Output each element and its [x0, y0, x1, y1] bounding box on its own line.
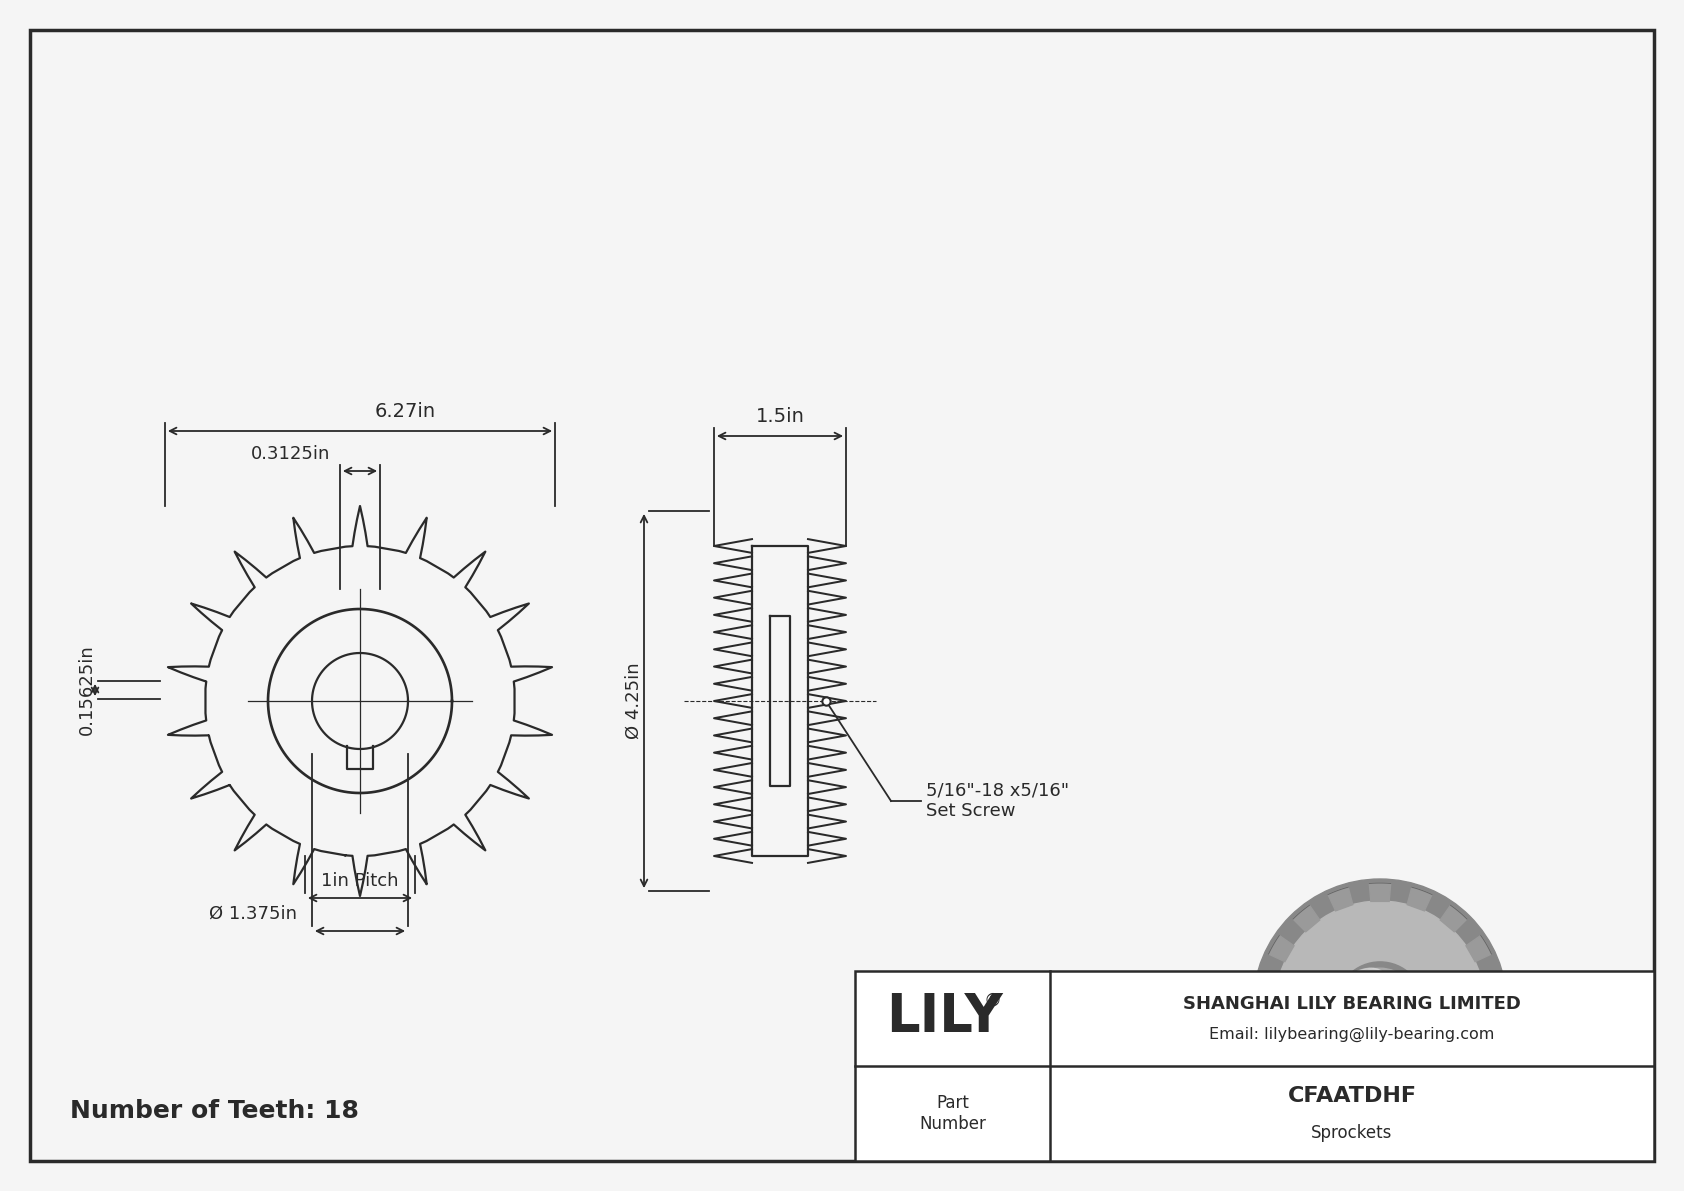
Polygon shape — [1329, 887, 1352, 911]
Circle shape — [1275, 902, 1485, 1111]
Text: Number of Teeth: 18: Number of Teeth: 18 — [71, 1099, 359, 1123]
Polygon shape — [1293, 905, 1320, 931]
Polygon shape — [1369, 1110, 1391, 1129]
Polygon shape — [1293, 1080, 1320, 1106]
Circle shape — [1335, 962, 1425, 1050]
Text: SHANGHAI LILY BEARING LIMITED: SHANGHAI LILY BEARING LIMITED — [1184, 996, 1521, 1014]
Text: 1.5in: 1.5in — [756, 407, 805, 426]
Text: ®: ® — [983, 992, 1002, 1010]
Ellipse shape — [1337, 968, 1386, 1006]
Polygon shape — [1440, 1080, 1467, 1106]
Polygon shape — [1329, 1102, 1352, 1124]
Bar — [855, 971, 1654, 1161]
Text: Ø 1.375in: Ø 1.375in — [209, 905, 296, 923]
Text: 0.15625in: 0.15625in — [77, 644, 96, 735]
Polygon shape — [1482, 974, 1502, 997]
Text: 5/16"-18 x5/16"
Set Screw: 5/16"-18 x5/16" Set Screw — [926, 781, 1069, 821]
Polygon shape — [1268, 1050, 1293, 1077]
Polygon shape — [1408, 887, 1431, 911]
Text: Part
Number: Part Number — [919, 1095, 985, 1133]
Circle shape — [1342, 968, 1418, 1043]
Text: Sprockets: Sprockets — [1312, 1123, 1393, 1141]
Text: CFAATDHF: CFAATDHF — [1288, 1086, 1416, 1106]
Polygon shape — [1467, 935, 1492, 961]
Polygon shape — [1482, 1015, 1502, 1037]
Polygon shape — [1258, 1015, 1278, 1037]
Text: 1in Pitch: 1in Pitch — [322, 872, 399, 890]
Circle shape — [1364, 990, 1396, 1023]
Polygon shape — [1268, 935, 1293, 961]
Polygon shape — [1408, 1102, 1431, 1124]
Text: LILY: LILY — [886, 991, 1004, 1042]
Polygon shape — [1467, 1050, 1492, 1077]
Polygon shape — [1440, 905, 1467, 931]
Text: Email: lilybearing@lily-bearing.com: Email: lilybearing@lily-bearing.com — [1209, 1027, 1495, 1042]
Text: 6.27in: 6.27in — [374, 403, 436, 420]
Polygon shape — [1258, 974, 1278, 997]
Circle shape — [1253, 879, 1507, 1133]
Polygon shape — [1369, 883, 1391, 902]
Text: 0.3125in: 0.3125in — [251, 445, 330, 463]
Text: Ø 4.25in: Ø 4.25in — [625, 662, 643, 740]
